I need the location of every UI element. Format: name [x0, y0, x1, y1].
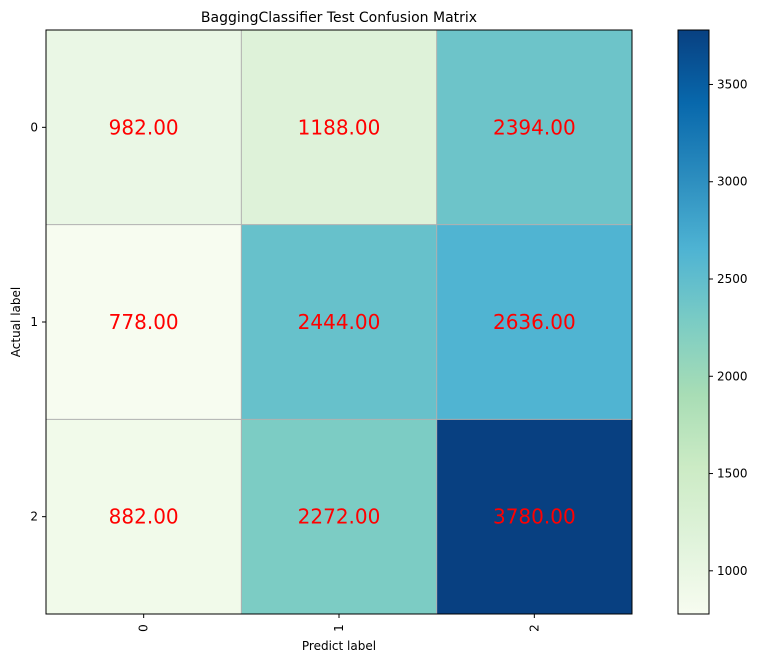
heatmap-cell-1-2: [436, 224, 633, 420]
colorbar-tick-label: 3000: [717, 175, 748, 189]
cell-value-label-2-2: 3780.00: [493, 505, 576, 529]
colorbar-tick-label: 2000: [717, 369, 748, 383]
cell-value-label-0-2: 2394.00: [493, 115, 576, 139]
y-tick-label: 2: [30, 510, 38, 524]
cell-value-label-0-0: 982.00: [109, 115, 179, 139]
cell-value-label-1-2: 2636.00: [493, 310, 576, 334]
heatmap-cell-2-2: [436, 419, 633, 615]
x-tick-label: 2: [527, 624, 541, 632]
cell-value-label-2-0: 882.00: [109, 505, 179, 529]
cell-value-label-1-1: 2444.00: [298, 310, 381, 334]
plot-frame: [45, 29, 633, 615]
heatmap-cell-0-2: [436, 30, 633, 226]
heatmap-cell-0-0: [46, 30, 242, 226]
heatmap-cell-0-1: [241, 30, 438, 226]
cell-value-label-0-1: 1188.00: [298, 115, 381, 139]
colorbar-tick-label: 2500: [717, 272, 748, 286]
heatmap-cell-2-0: [46, 419, 242, 615]
y-tick-label: 1: [30, 315, 38, 329]
chart-title: BaggingClassifier Test Confusion Matrix: [201, 10, 477, 26]
x-tick-label: 1: [332, 624, 346, 632]
heatmap-cell-1-0: [46, 224, 242, 420]
colorbar-tick-label: 3500: [717, 77, 748, 91]
y-axis-label: Actual label: [9, 287, 23, 357]
heatmap-cell-2-1: [241, 419, 438, 615]
colorbar-tick-label: 1500: [717, 467, 748, 481]
heatmap-cell-1-1: [241, 224, 438, 420]
colorbar-tick-label: 1000: [717, 564, 748, 578]
cell-value-label-2-1: 2272.00: [298, 505, 381, 529]
x-tick-label: 0: [137, 624, 151, 632]
cell-value-label-1-0: 778.00: [109, 310, 179, 334]
x-axis-label: Predict label: [302, 639, 376, 653]
colorbar: [677, 29, 710, 615]
y-tick-label: 0: [30, 120, 38, 134]
